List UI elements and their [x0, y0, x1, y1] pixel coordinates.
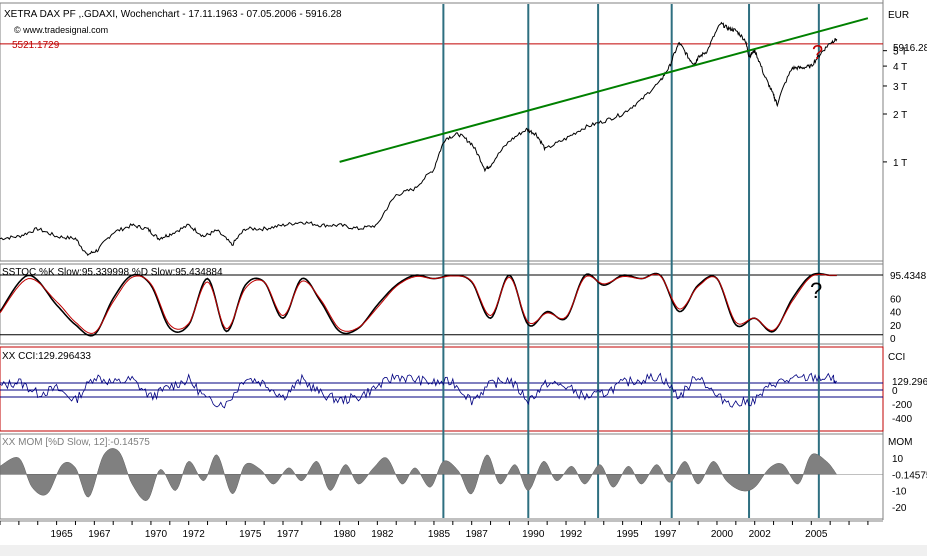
x-tick-label: 2005 [805, 529, 828, 540]
mom-y-axis: MOM 10 -0.14575 -10 -20 [888, 437, 927, 514]
mom-y-tick-label: -20 [892, 503, 907, 514]
price-y-axis: 5 T 4 T 3 T 2 T 1 T [883, 47, 907, 169]
stoch-panel-frame [0, 263, 884, 345]
x-tick-label: 1995 [617, 529, 640, 540]
cci-y-tick-label: -400 [892, 414, 912, 425]
source-credit: © www.tradesignal.com [14, 25, 108, 35]
x-axis: 1965 1967 1970 1972 1975 1977 1980 1982 1985 1987… [0, 521, 869, 540]
price-y-tick-label: 5 T [893, 47, 907, 58]
currency-label: EUR [888, 10, 909, 21]
cci-panel-frame [0, 346, 884, 432]
vertical-lines-layer [442, 4, 820, 518]
x-tick-label: 1977 [277, 529, 300, 540]
stoch-y-tick-label: 20 [890, 321, 902, 332]
cci-y-tick-label: 0 [892, 386, 898, 397]
price-panel-frame [0, 2, 884, 262]
x-tick-label: 1990 [522, 529, 545, 540]
x-tick-label: 2000 [711, 529, 734, 540]
cci-title: XX CCI:129.296433 [2, 351, 91, 362]
stoch-y-tick-label: 95.4348 [890, 271, 927, 282]
mom-y-tick-label: 10 [892, 454, 904, 465]
price-y-tick-label: 3 T [893, 82, 907, 93]
trendline [339, 17, 869, 163]
last-value-label: 5916.28 [893, 43, 927, 54]
x-tick-label: 2002 [749, 529, 772, 540]
x-tick-label: 1985 [428, 529, 451, 540]
mom-area [0, 448, 838, 501]
x-tick-label: 1982 [371, 529, 394, 540]
mom-y-tick-label: -10 [892, 487, 907, 498]
stoch-y-axis: 95.4348 60 40 20 0 [890, 271, 927, 345]
mom-title: XX MOM [%D Slow, 12]:-0.14575 [2, 437, 150, 448]
x-tick-label: 1980 [333, 529, 356, 540]
mom-panel-frame [0, 433, 884, 520]
price-y-tick-label: 1 T [893, 158, 907, 169]
x-tick-label: 1992 [560, 529, 583, 540]
x-tick-label: 1975 [239, 529, 262, 540]
stoch-d-line [0, 273, 837, 334]
stoch-y-tick-label: 0 [890, 334, 896, 345]
price-chart-title: XETRA DAX PF ,.GDAXI, Wochenchart - 17.1… [4, 9, 342, 20]
stoch-title: SSTOC %K Slow:95.339998 %D Slow:95.43488… [2, 267, 223, 278]
cci-y-tick-label: -200 [892, 400, 912, 411]
mom-y-tick-label: -0.14575 [892, 471, 927, 482]
horizontal-line-label: 5521.1729 [12, 40, 60, 51]
series-layer [0, 17, 869, 501]
cci-y-tick-label: 129.296 [892, 377, 927, 388]
x-tick-label: 1972 [183, 529, 206, 540]
cci-line [0, 372, 838, 409]
x-tick-label: 1970 [145, 529, 168, 540]
x-tick-label: 1967 [88, 529, 111, 540]
price-question-mark: ? [812, 42, 823, 64]
right-axis-strip [883, 0, 927, 556]
stoch-question-mark: ? [810, 278, 822, 303]
cci-y-tick-label: CCI [888, 352, 905, 363]
price-y-tick-label: 4 T [893, 62, 907, 73]
x-tick-label: 1965 [50, 529, 73, 540]
stoch-y-tick-label: 40 [890, 308, 902, 319]
status-bar [0, 545, 927, 556]
x-tick-label: 1997 [654, 529, 677, 540]
x-tick-label: 1987 [466, 529, 489, 540]
price-y-tick-label: 2 T [893, 110, 907, 121]
stoch-y-tick-label: 60 [890, 294, 902, 305]
mom-y-tick-label: MOM [888, 437, 912, 448]
